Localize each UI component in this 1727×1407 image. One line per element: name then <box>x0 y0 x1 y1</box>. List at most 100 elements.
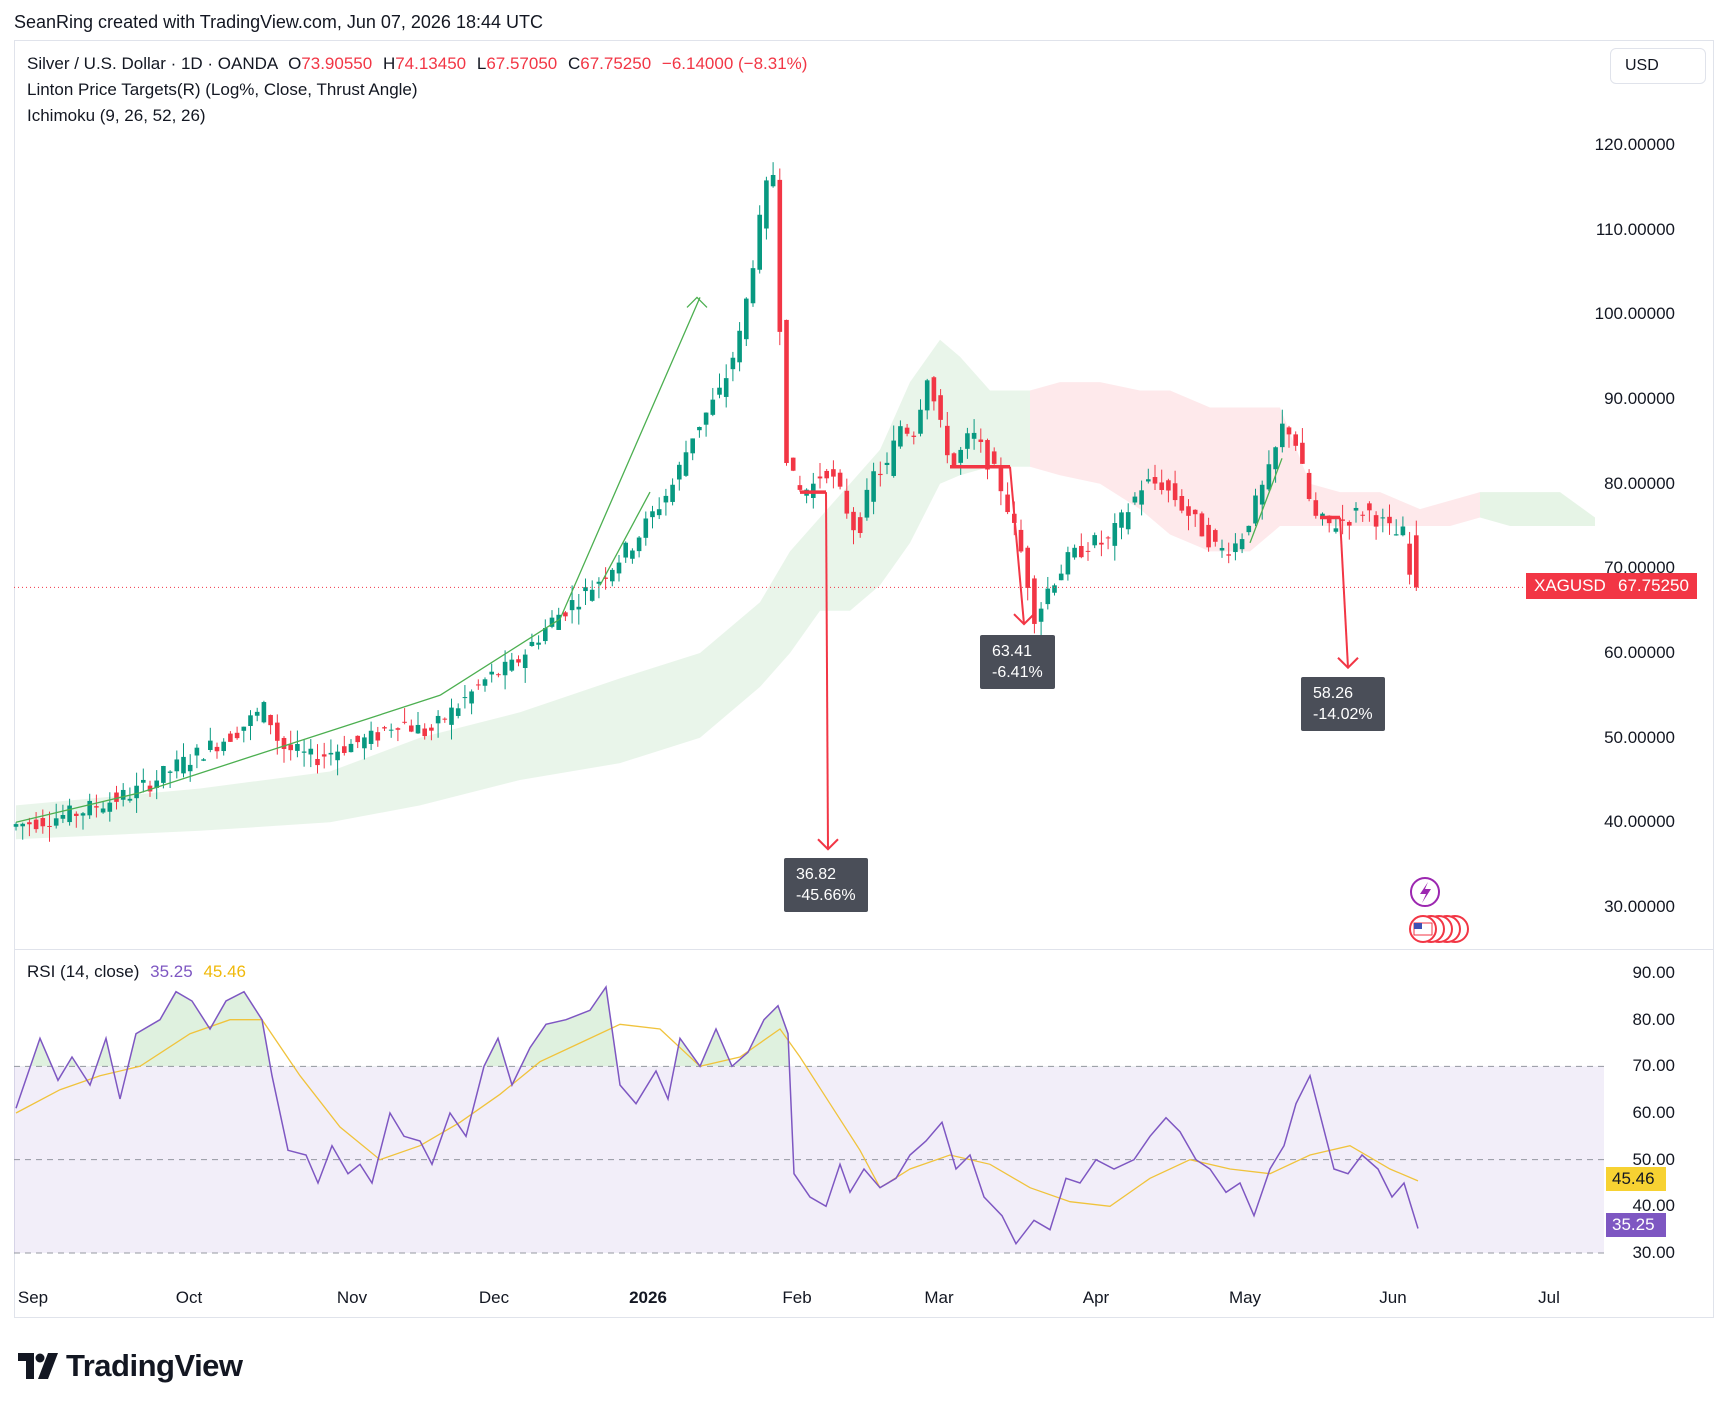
rsi-axis-label: 40.00 <box>1632 1196 1675 1216</box>
candle-body <box>1072 547 1077 558</box>
candle-body <box>683 452 689 476</box>
candle-body <box>831 469 836 477</box>
rsi-axis-label: 90.00 <box>1632 963 1675 982</box>
candle-body <box>234 732 240 739</box>
candle-body <box>107 802 113 812</box>
ohlc-open-label: O <box>288 54 302 73</box>
candle-body <box>730 357 736 370</box>
candle-body <box>998 467 1004 492</box>
candle-body <box>1166 480 1171 491</box>
thrust-angle-line <box>599 491 651 586</box>
candle-body <box>1079 545 1084 558</box>
candle-body <box>1132 496 1138 503</box>
rsi-ma-line <box>15 1019 1419 1207</box>
candle-body <box>1025 547 1030 588</box>
candle-body <box>1192 509 1198 515</box>
candle-body <box>301 751 307 753</box>
candle-body <box>228 733 233 742</box>
candle-body <box>978 439 984 442</box>
candle-body <box>871 471 876 502</box>
candle-body <box>120 789 126 800</box>
rsi-value-tag: 35.25 <box>1606 1213 1666 1237</box>
candle-body <box>1239 539 1245 550</box>
rsi-axis-label: 80.00 <box>1632 1009 1675 1029</box>
ohlc-open: 73.90550 <box>301 54 373 73</box>
candle-body <box>985 440 990 470</box>
rsi-axis-label: 50.00 <box>1632 1149 1675 1169</box>
candle-body <box>1233 543 1238 553</box>
candle-body <box>74 813 79 816</box>
candle-body <box>141 779 146 783</box>
candle-body <box>1300 442 1305 464</box>
ohlc-high: 74.13450 <box>395 54 467 73</box>
candle-body <box>951 453 957 466</box>
candle-body <box>603 577 608 579</box>
candle-body <box>268 714 273 726</box>
candle-body <box>355 735 360 743</box>
candle-body <box>1005 494 1010 513</box>
candle-body <box>181 756 186 774</box>
candle-body <box>308 748 314 755</box>
time-axis-label: Nov <box>336 1288 368 1307</box>
candle-body <box>147 785 153 792</box>
ohlc-close: 67.75250 <box>580 54 652 73</box>
candle-body <box>764 180 769 229</box>
candle-body <box>1333 528 1339 532</box>
candle-body <box>971 432 977 439</box>
candle-body <box>442 718 448 720</box>
price-axis-label: 110.00000 <box>1595 219 1675 239</box>
target-arrow-head <box>1013 613 1035 626</box>
target-arrow-line <box>1339 517 1349 668</box>
rsi-ma-tag: 45.46 <box>1606 1167 1666 1191</box>
candle-body <box>94 806 99 808</box>
candle-body <box>1199 513 1205 537</box>
us-flag-canton <box>1414 923 1422 929</box>
candle-body <box>864 489 870 518</box>
symbol-name[interactable]: Silver / U.S. Dollar · 1D · OANDA <box>27 54 278 73</box>
time-axis-label: Mar <box>924 1288 954 1307</box>
last-price-tag: 67.75250 <box>1610 573 1697 599</box>
candle-body <box>931 377 937 402</box>
candle-body <box>1393 534 1399 536</box>
ohlc-low-label: L <box>476 54 487 73</box>
candle-body <box>201 759 206 761</box>
candle-body <box>1326 515 1332 524</box>
target-price: 58.26 <box>1313 685 1354 702</box>
candle-body <box>1367 503 1372 511</box>
indicator-ichimoku-label[interactable]: Ichimoku (9, 26, 52, 26) <box>27 106 206 125</box>
candle-body <box>402 721 407 723</box>
candle-body <box>161 765 166 783</box>
candle-body <box>248 715 253 727</box>
currency-button[interactable]: USD <box>1610 48 1706 84</box>
candle-body <box>295 744 300 751</box>
candle-body <box>20 823 25 827</box>
candle-body <box>462 697 468 699</box>
candle-body <box>878 473 883 476</box>
candle-body <box>348 743 354 753</box>
candle-body <box>884 462 890 466</box>
candle-body <box>208 740 213 750</box>
indicator-linton-label[interactable]: Linton Price Targets(R) (Log%, Close, Th… <box>27 80 418 99</box>
candle-body <box>610 569 615 582</box>
candle-body <box>650 511 655 518</box>
candle-body <box>1032 578 1037 624</box>
chart-frame <box>14 40 1714 1318</box>
candle-body <box>194 747 200 756</box>
price-axis-label: 70.00000 <box>1604 558 1675 578</box>
candle-body <box>623 542 628 558</box>
tradingview-logo[interactable]: TradingView <box>18 1348 243 1384</box>
pane-separator[interactable] <box>14 949 1714 950</box>
candle-body <box>643 518 649 538</box>
candle-body <box>543 628 548 642</box>
candle-body <box>509 659 515 671</box>
rsi-title[interactable]: RSI (14, close) <box>27 962 140 981</box>
candle-body <box>241 726 247 731</box>
candle-body <box>857 517 863 534</box>
candle-body <box>770 174 776 187</box>
candle-body <box>1152 477 1158 484</box>
time-axis-label: Feb <box>782 1288 812 1307</box>
candle-body <box>703 412 709 425</box>
candle-body <box>784 319 789 464</box>
thrust-arrow-head <box>686 296 708 308</box>
